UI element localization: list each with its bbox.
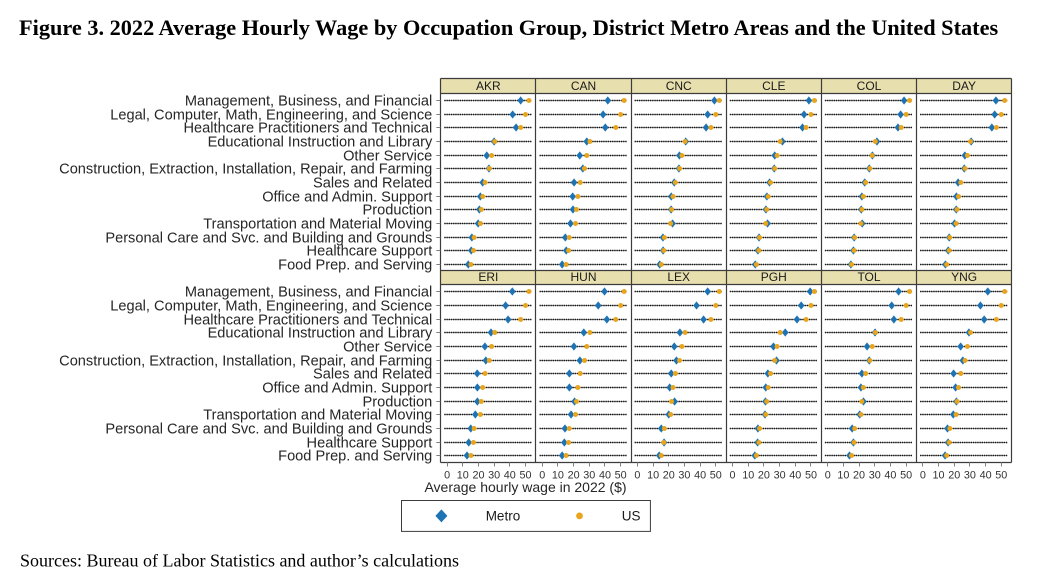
svg-text:Legal, Computer, Math, Enginee: Legal, Computer, Math, Engineering, and … xyxy=(110,299,432,315)
svg-text:AKR: AKR xyxy=(476,79,501,93)
svg-text:Production: Production xyxy=(363,395,433,411)
svg-text:Healthcare Practitioners and T: Healthcare Practitioners and Technical xyxy=(184,313,433,329)
svg-text:Educational Instruction and Li: Educational Instruction and Library xyxy=(208,135,433,151)
svg-text:CLE: CLE xyxy=(762,79,785,93)
svg-text:30: 30 xyxy=(964,469,976,481)
svg-text:Average hourly wage in 2022 ($: Average hourly wage in 2022 ($) xyxy=(424,479,626,495)
svg-text:ERI: ERI xyxy=(478,270,498,284)
svg-text:30: 30 xyxy=(774,469,786,481)
svg-text:20: 20 xyxy=(472,469,484,481)
svg-text:10: 10 xyxy=(647,469,659,481)
svg-text:CNC: CNC xyxy=(666,79,692,93)
svg-text:Office and Admin. Support: Office and Admin. Support xyxy=(262,381,432,397)
svg-text:20: 20 xyxy=(758,469,770,481)
svg-text:DAY: DAY xyxy=(952,79,976,93)
svg-text:LEX: LEX xyxy=(667,270,690,284)
svg-text:CAN: CAN xyxy=(571,79,596,93)
svg-text:50: 50 xyxy=(805,469,817,481)
svg-text:Food Prep. and Serving: Food Prep. and Serving xyxy=(278,449,432,465)
svg-text:40: 40 xyxy=(980,469,992,481)
svg-text:10: 10 xyxy=(742,469,754,481)
svg-text:20: 20 xyxy=(948,469,960,481)
svg-text:Figure 3. 2022 Average Hourly: Figure 3. 2022 Average Hourly Wage by Oc… xyxy=(19,15,998,40)
svg-text:20: 20 xyxy=(853,469,865,481)
svg-text:Metro: Metro xyxy=(486,509,521,524)
svg-text:50: 50 xyxy=(615,469,627,481)
svg-text:Construction, Extraction, Inst: Construction, Extraction, Installation, … xyxy=(59,162,432,178)
svg-text:HUN: HUN xyxy=(571,270,597,284)
svg-text:40: 40 xyxy=(789,469,801,481)
svg-text:50: 50 xyxy=(995,469,1007,481)
svg-text:Transportation and Material Mo: Transportation and Material Moving xyxy=(203,217,432,233)
svg-text:YNG: YNG xyxy=(951,270,977,284)
svg-text:PGH: PGH xyxy=(761,270,787,284)
svg-text:40: 40 xyxy=(599,469,611,481)
svg-text:20: 20 xyxy=(568,469,580,481)
svg-text:Healthcare Practitioners and T: Healthcare Practitioners and Technical xyxy=(184,121,433,137)
svg-text:Transportation and Material Mo: Transportation and Material Moving xyxy=(203,408,432,424)
svg-text:0: 0 xyxy=(730,469,736,481)
svg-text:40: 40 xyxy=(504,469,516,481)
svg-text:Other Service: Other Service xyxy=(343,149,432,165)
svg-text:Legal, Computer, Math, Enginee: Legal, Computer, Math, Engineering, and … xyxy=(110,108,432,124)
svg-text:30: 30 xyxy=(583,469,595,481)
svg-text:Personal Care and Svc. and Bui: Personal Care and Svc. and Building and … xyxy=(105,422,432,438)
svg-text:TOL: TOL xyxy=(857,270,880,284)
svg-text:40: 40 xyxy=(884,469,896,481)
svg-text:50: 50 xyxy=(900,469,912,481)
svg-text:10: 10 xyxy=(837,469,849,481)
svg-text:30: 30 xyxy=(869,469,881,481)
svg-text:COL: COL xyxy=(857,79,882,93)
svg-text:Healthcare Support: Healthcare Support xyxy=(307,244,433,260)
svg-text:10: 10 xyxy=(457,469,469,481)
svg-text:30: 30 xyxy=(678,469,690,481)
svg-text:Food Prep. and Serving: Food Prep. and Serving xyxy=(278,258,432,274)
svg-text:Sources: Bureau of Labor Stati: Sources: Bureau of Labor Statistics and … xyxy=(20,550,459,570)
svg-text:Other Service: Other Service xyxy=(343,340,432,356)
svg-text:10: 10 xyxy=(933,469,945,481)
svg-text:Construction, Extraction, Inst: Construction, Extraction, Installation, … xyxy=(59,354,432,370)
svg-text:Management, Business, and Fina: Management, Business, and Financial xyxy=(185,285,432,301)
svg-text:10: 10 xyxy=(552,469,564,481)
svg-text:Sales and Related: Sales and Related xyxy=(313,176,432,192)
svg-text:50: 50 xyxy=(519,469,531,481)
svg-text:0: 0 xyxy=(539,469,545,481)
svg-text:Management, Business, and Fina: Management, Business, and Financial xyxy=(185,94,432,110)
svg-text:Office and Admin. Support: Office and Admin. Support xyxy=(262,190,432,206)
svg-text:Personal Care and Svc. and Bui: Personal Care and Svc. and Building and … xyxy=(105,231,432,247)
svg-text:0: 0 xyxy=(444,469,450,481)
svg-text:Production: Production xyxy=(363,203,433,219)
svg-text:Educational Instruction and Li: Educational Instruction and Library xyxy=(208,326,433,342)
svg-text:Sales and Related: Sales and Related xyxy=(313,367,432,383)
svg-text:US: US xyxy=(622,509,641,524)
svg-text:0: 0 xyxy=(634,469,640,481)
svg-text:30: 30 xyxy=(488,469,500,481)
svg-text:0: 0 xyxy=(920,469,926,481)
svg-text:0: 0 xyxy=(825,469,831,481)
svg-text:40: 40 xyxy=(694,469,706,481)
svg-text:Healthcare Support: Healthcare Support xyxy=(307,436,433,452)
svg-text:20: 20 xyxy=(663,469,675,481)
svg-text:50: 50 xyxy=(710,469,722,481)
